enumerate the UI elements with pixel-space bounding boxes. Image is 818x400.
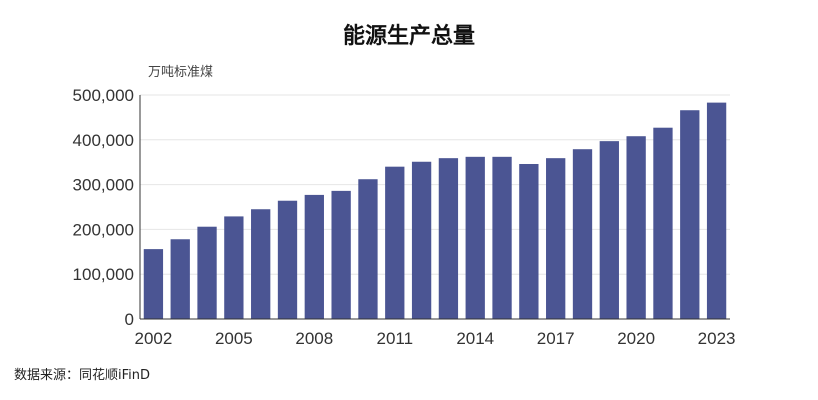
bar-2009 xyxy=(331,190,351,319)
x-tick-labels: 2002 2005 2008 2011 2014 2017 2020 2023 xyxy=(134,329,735,348)
y-tick-label: 0 xyxy=(125,310,134,329)
bar-2017 xyxy=(546,158,566,319)
data-source-note: 数据来源：同花顺iFinD xyxy=(14,368,151,383)
x-tick-label: 2008 xyxy=(295,329,333,348)
bar-2010 xyxy=(358,179,378,319)
y-tick-label: 500,000 xyxy=(73,86,134,105)
bar-2013 xyxy=(438,158,459,319)
bar-2002 xyxy=(143,249,164,319)
x-tick-label: 2011 xyxy=(376,329,413,348)
bar-2015 xyxy=(492,156,512,319)
y-tick-labels: 0 100,000 200,000 300,000 400,000 500,000 xyxy=(73,86,134,329)
y-tick-label: 400,000 xyxy=(73,131,134,150)
bar-2022 xyxy=(680,110,700,320)
bar-2012 xyxy=(411,161,432,319)
y-tick-label: 300,000 xyxy=(73,176,134,195)
bar-2019 xyxy=(599,141,619,319)
bar-2011 xyxy=(385,166,405,319)
bar-2018 xyxy=(572,149,593,319)
x-tick-label: 2014 xyxy=(456,329,494,348)
axes xyxy=(139,95,730,320)
bar-2004 xyxy=(197,226,217,319)
x-tick-label: 2002 xyxy=(134,329,172,348)
x-tick-label: 2017 xyxy=(537,329,575,348)
bar-2008 xyxy=(304,194,324,319)
bar-2014 xyxy=(465,156,485,319)
x-tick-label: 2005 xyxy=(215,329,253,348)
bar-2016 xyxy=(519,163,539,319)
y-axis-unit-label: 万吨标准煤 xyxy=(148,65,214,80)
x-tick-label: 2020 xyxy=(617,329,655,348)
bar-2005 xyxy=(224,216,244,319)
bars xyxy=(143,102,727,320)
y-tick-label: 200,000 xyxy=(73,220,134,239)
bar-2006 xyxy=(251,209,271,319)
bar-2021 xyxy=(653,127,673,319)
bar-2003 xyxy=(170,239,190,319)
y-tick-label: 100,000 xyxy=(73,265,134,284)
bar-2020 xyxy=(626,136,646,319)
bar-2007 xyxy=(277,200,298,319)
x-tick-label: 2023 xyxy=(698,329,736,348)
chart-title: 能源生产总量 xyxy=(342,24,475,49)
bar-2023 xyxy=(706,102,727,319)
